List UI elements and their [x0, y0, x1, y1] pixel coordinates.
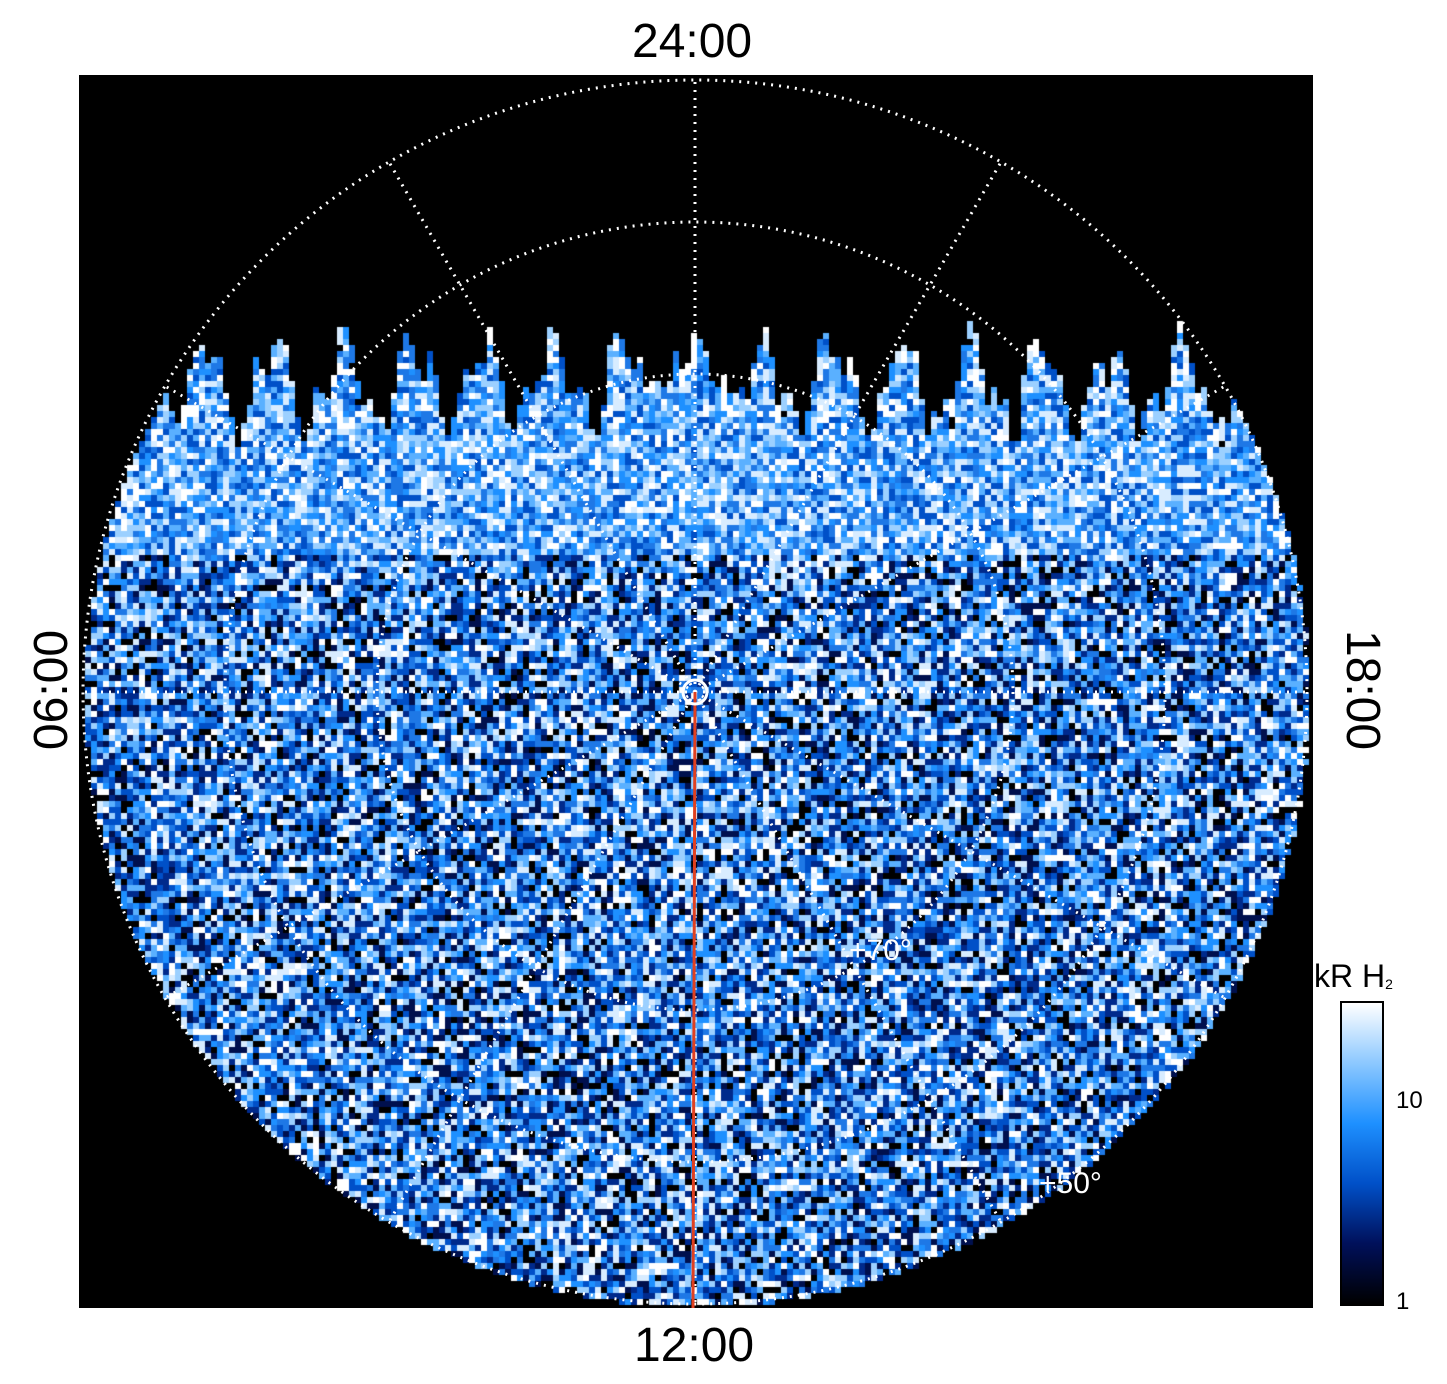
latitude-circles — [81, 78, 1309, 1306]
meridian-line — [164, 384, 696, 694]
meridian-line — [693, 691, 1003, 1223]
meridian-line — [693, 161, 1003, 693]
longitude-meridians — [83, 80, 1307, 1304]
colorbar — [1340, 1001, 1384, 1306]
latitude-circle — [81, 78, 1309, 1306]
colorbar-tick-10: 10 — [1396, 1087, 1423, 1114]
meridian-line — [387, 161, 697, 693]
colorbar-tick-1: 1 — [1396, 1288, 1410, 1315]
noon-meridian-line — [691, 691, 697, 1308]
colorbar-title: kR H2 — [1314, 958, 1393, 994]
latitude-label-50: +50° — [1039, 1167, 1102, 1200]
polar-projection-map: +70° +50° — [79, 75, 1313, 1308]
pole-marker — [681, 678, 709, 706]
latitude-circle — [223, 220, 1167, 1164]
meridian-line — [164, 690, 696, 1000]
local-time-label-bottom: 12:00 — [634, 1319, 755, 1372]
latitude-label-70: +70° — [849, 934, 912, 967]
grid-overlay: +70° +50° — [81, 78, 1309, 1308]
local-time-label-top: 24:00 — [632, 15, 753, 68]
latitude-circle — [375, 372, 1015, 1012]
meridian-line — [694, 384, 1226, 694]
meridian-line — [694, 690, 1226, 1000]
local-time-label-right: 18:00 — [1336, 629, 1390, 751]
local-time-label-left: 06:00 — [25, 629, 79, 751]
meridian-line — [387, 691, 697, 1223]
